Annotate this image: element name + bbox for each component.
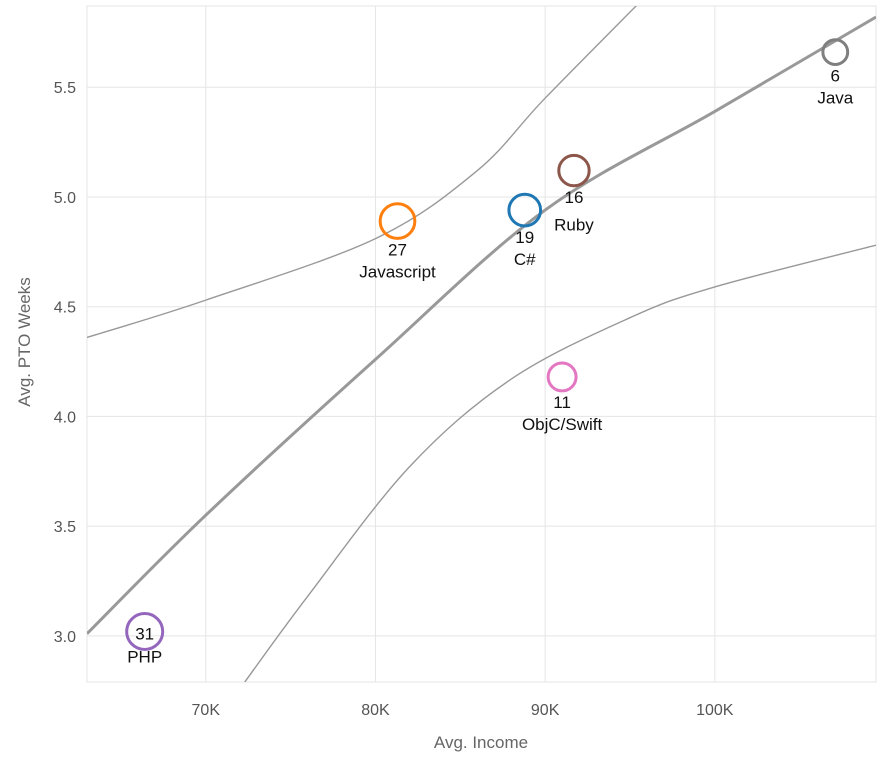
point-count-label: 6 xyxy=(831,66,840,85)
y-tick-label: 3.5 xyxy=(54,519,76,536)
x-tick-label: 90K xyxy=(531,702,560,719)
data-points xyxy=(125,38,850,652)
lower-confidence-band xyxy=(244,244,876,682)
trend-lines xyxy=(87,6,876,682)
data-point xyxy=(507,192,543,228)
point-count-label: 16 xyxy=(565,188,584,207)
data-point xyxy=(378,202,417,240)
point-count-label: 19 xyxy=(515,228,534,247)
data-point xyxy=(125,612,165,652)
x-axis-title: Avg. Income xyxy=(434,733,528,752)
point-name-label: PHP xyxy=(127,648,162,667)
data-point xyxy=(557,153,591,188)
point-count-label: 31 xyxy=(135,625,154,644)
point-count-label: 27 xyxy=(388,240,407,259)
axis-ticks: 70K 80K 90K 100K 3.0 3.5 4.0 4.5 5.0 5.5 xyxy=(54,80,734,719)
point-name-label: Javascript xyxy=(359,262,436,281)
y-tick-label: 5.0 xyxy=(54,190,76,207)
x-tick-label: 80K xyxy=(361,702,390,719)
point-name-label: C# xyxy=(514,250,536,269)
data-point xyxy=(546,361,578,393)
point-name-label: Ruby xyxy=(554,216,594,235)
y-tick-label: 4.0 xyxy=(54,409,76,426)
point-labels: 31 PHP 27 Javascript 19 C# 16 Ruby 11 ObjC/Swift 6… xyxy=(127,66,854,666)
grid xyxy=(86,5,877,683)
y-tick-label: 3.0 xyxy=(54,629,76,646)
trend-line xyxy=(87,15,876,635)
upper-confidence-band xyxy=(87,6,638,339)
point-count-label: 11 xyxy=(553,393,571,412)
y-tick-label: 5.5 xyxy=(54,80,76,97)
plot-frame xyxy=(86,5,877,683)
y-axis-title: Avg. PTO Weeks xyxy=(15,277,34,406)
y-tick-label: 4.5 xyxy=(54,300,76,317)
point-name-label: ObjC/Swift xyxy=(522,415,603,434)
data-point xyxy=(821,38,850,66)
x-tick-label: 70K xyxy=(192,702,221,719)
x-tick-label: 100K xyxy=(696,702,734,719)
point-name-label: Java xyxy=(817,88,853,107)
